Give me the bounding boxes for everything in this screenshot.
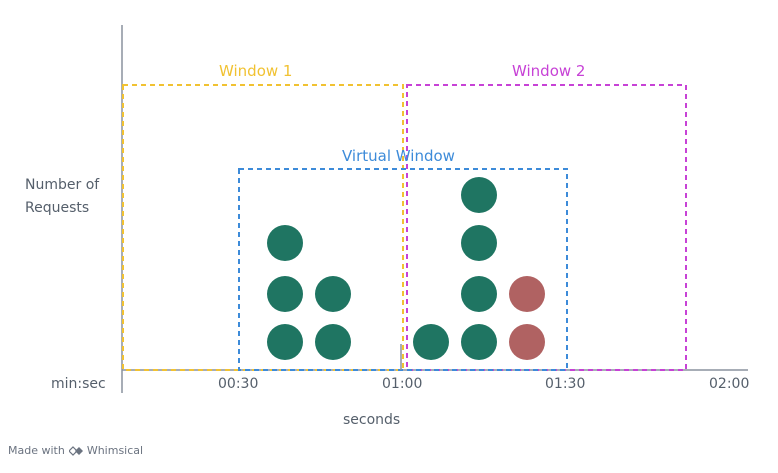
- request-dot-rejected: [509, 324, 545, 360]
- tick-label-01-30: 01:30: [545, 376, 586, 392]
- request-dot-accepted: [461, 324, 497, 360]
- request-dot-accepted: [315, 324, 351, 360]
- tick-label-01-00: 01:00: [382, 376, 423, 392]
- window-2-label: Window 2: [512, 62, 586, 80]
- footer-prefix: Made with: [8, 444, 65, 457]
- x-axis-unit-label: min:sec: [51, 376, 106, 392]
- made-with-footer: Made with Whimsical: [8, 444, 143, 457]
- window-1-frame: [122, 84, 404, 371]
- footer-brand: Whimsical: [86, 444, 144, 457]
- window-2-frame: [406, 84, 687, 371]
- request-dot-rejected: [509, 276, 545, 312]
- request-dot-accepted: [461, 225, 497, 261]
- x-axis-title: seconds: [343, 412, 401, 428]
- window-1-label: Window 1: [219, 62, 293, 80]
- virtual-window-label: Virtual Window: [342, 147, 455, 165]
- request-dots: [267, 177, 545, 360]
- y-axis-label: Number of Requests: [25, 177, 100, 216]
- request-dot-accepted: [267, 276, 303, 312]
- virtual-window-frame: [238, 168, 568, 371]
- whimsical-logo-icon: [68, 445, 83, 456]
- request-dot-accepted: [267, 324, 303, 360]
- request-dot-accepted: [413, 324, 449, 360]
- request-dot-accepted: [315, 276, 351, 312]
- request-dot-accepted: [267, 225, 303, 261]
- request-dot-accepted: [461, 177, 497, 213]
- tick-label-00-30: 00:30: [218, 376, 259, 392]
- tick-label-02-00: 02:00: [709, 376, 750, 392]
- request-dot-accepted: [461, 276, 497, 312]
